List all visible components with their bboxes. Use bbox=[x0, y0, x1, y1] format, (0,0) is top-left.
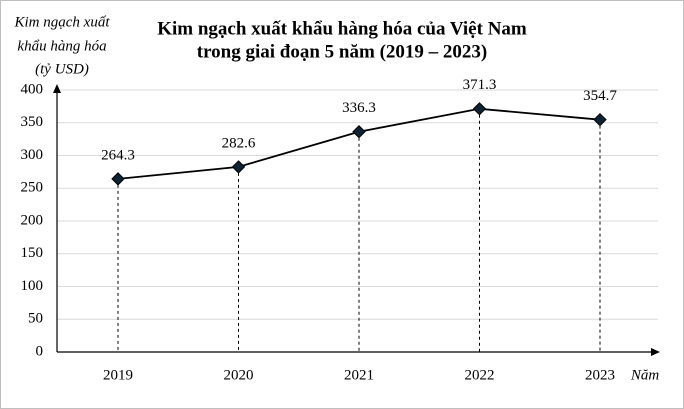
point bbox=[231, 160, 246, 174]
y-tick-label: 50 bbox=[28, 311, 43, 327]
y-tick-label: 250 bbox=[21, 180, 44, 196]
data-label: 264.3 bbox=[101, 147, 135, 163]
y-tick-label: 0 bbox=[36, 343, 44, 359]
x-tick-label: 2022 bbox=[465, 367, 495, 383]
x-axis-label: Năm bbox=[630, 367, 660, 383]
data-label: 282.6 bbox=[222, 135, 256, 151]
y-axis-arrow bbox=[53, 84, 61, 93]
y-axis-label: khẩu hàng hóa bbox=[17, 38, 106, 54]
x-tick-label: 2023 bbox=[585, 367, 615, 383]
data-label: 354.7 bbox=[583, 88, 617, 104]
x-tick-label: 2020 bbox=[224, 367, 254, 383]
x-tick-label: 2019 bbox=[103, 367, 133, 383]
x-tick-label: 2021 bbox=[344, 367, 374, 383]
y-tick-label: 300 bbox=[21, 147, 44, 163]
y-tick-label: 400 bbox=[21, 81, 44, 97]
point bbox=[593, 112, 607, 127]
point bbox=[472, 102, 487, 116]
y-axis-label: Kim ngạch xuất bbox=[14, 14, 111, 30]
point bbox=[352, 125, 366, 139]
data-label: 336.3 bbox=[342, 100, 376, 116]
chart-title: Kim ngạch xuất khẩu hàng hóa của Việt Na… bbox=[157, 18, 527, 39]
x-axis-arrow bbox=[651, 348, 660, 356]
point bbox=[111, 172, 125, 186]
y-tick-label: 200 bbox=[21, 212, 44, 228]
data-label: 371.3 bbox=[463, 77, 497, 93]
y-axis-label: (tỷ USD) bbox=[35, 61, 89, 77]
y-tick-label: 350 bbox=[21, 114, 44, 130]
y-tick-label: 100 bbox=[21, 278, 44, 294]
chart-title: trong giai đoạn 5 năm (2019 – 2023) bbox=[197, 41, 487, 62]
y-tick-label: 150 bbox=[21, 245, 44, 261]
